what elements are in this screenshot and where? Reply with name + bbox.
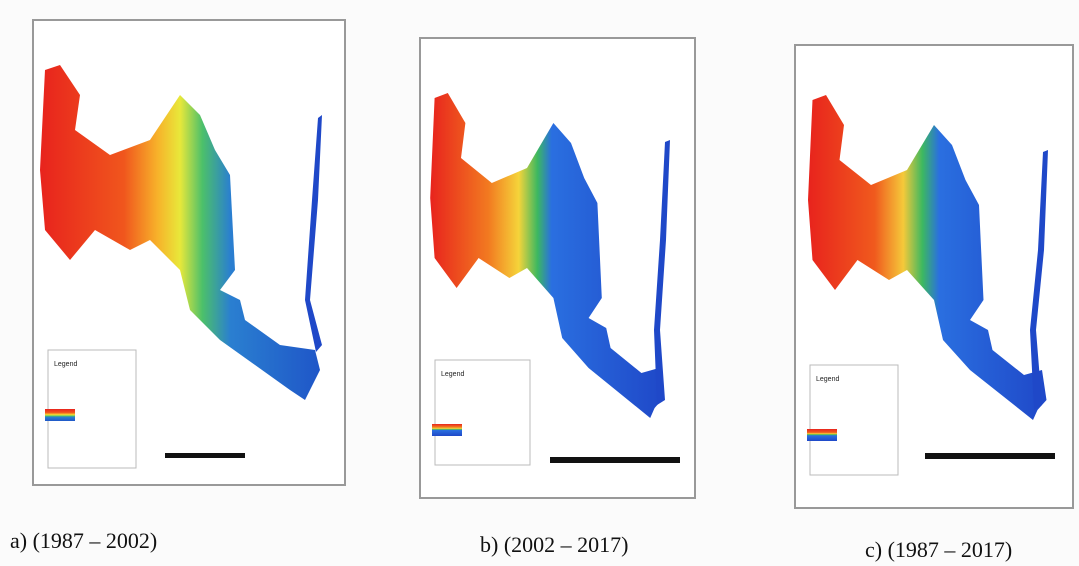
legend-title: Legend (441, 371, 464, 378)
caption: c) (1987 – 2017) (865, 537, 1012, 562)
legend-ramp (432, 424, 462, 436)
panel-b: Legend b) (2002 – 2017) (420, 38, 695, 557)
figure: Legend a) (1987 – 2002) Legend b) (2002 … (0, 0, 1079, 566)
scale-bar (925, 453, 1055, 459)
page: Legend a) (1987 – 2002) Legend b) (2002 … (0, 0, 1079, 566)
legend-ramp (807, 429, 837, 441)
scale-bar (165, 453, 245, 458)
panel-a: Legend a) (1987 – 2002) (10, 20, 345, 553)
caption: a) (1987 – 2002) (10, 528, 157, 553)
legend-title: Legend (816, 376, 839, 383)
panel-c: Legend c) (1987 – 2017) (795, 45, 1073, 562)
scale-bar (550, 457, 680, 463)
legend-title: Legend (54, 361, 77, 368)
caption: b) (2002 – 2017) (480, 532, 628, 557)
legend-ramp (45, 409, 75, 421)
